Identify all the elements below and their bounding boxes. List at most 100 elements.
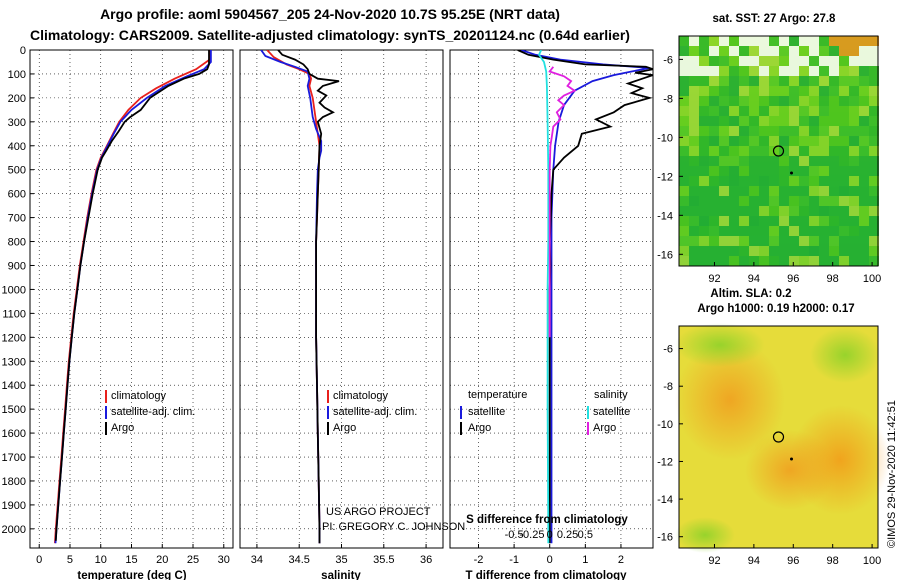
x-tick-label: 34.5: [288, 554, 309, 566]
sst-pixel: [789, 126, 799, 136]
sst-pixel: [869, 96, 879, 106]
sst-pixel: [769, 186, 779, 196]
map-x-tick-label: 94: [748, 555, 760, 567]
sst-pixel: [719, 196, 729, 206]
sst-pixel: [749, 46, 759, 56]
sst-pixel: [789, 46, 799, 56]
depth-tick-label: 200: [8, 93, 26, 105]
s-tick-label: -0.5: [505, 529, 524, 541]
sst-pixel: [789, 156, 799, 166]
sst-map-axes: 92 94 96 98 100 -6 -8 -10 -12 -14 -16: [657, 54, 881, 285]
sst-pixel: [779, 256, 789, 266]
sst-pixel: [759, 256, 769, 266]
sst-pixel: [779, 206, 789, 216]
sst-pixel: [859, 216, 869, 226]
sst-pixel: [819, 56, 829, 66]
x-tick-label: 34: [251, 554, 263, 566]
sst-pixel: [809, 106, 819, 116]
x-tick-label: 2: [618, 554, 624, 566]
sst-pixel: [719, 246, 729, 256]
sst-pixel: [689, 196, 699, 206]
sst-pixel: [799, 126, 809, 136]
sst-pixel: [749, 156, 759, 166]
sst-pixel: [739, 246, 749, 256]
sst-pixel: [869, 86, 879, 96]
sst-pixel: [679, 116, 689, 126]
sst-pixel: [869, 216, 879, 226]
sst-pixel: [779, 186, 789, 196]
figure-title-line1: Argo profile: aoml 5904567_205 24-Nov-20…: [100, 6, 560, 22]
sst-pixel: [699, 196, 709, 206]
sst-pixel: [739, 46, 749, 56]
sst-pixel: [869, 66, 879, 76]
sst-pixel: [729, 206, 739, 216]
sst-pixel: [709, 56, 719, 66]
sst-pixel: [759, 126, 769, 136]
sst-pixel: [809, 146, 819, 156]
sst-pixel: [749, 36, 759, 46]
sst-pixel: [769, 156, 779, 166]
sst-pixel: [869, 256, 879, 266]
depth-tick-label: 500: [8, 165, 26, 177]
map-x-tick-label: 98: [827, 555, 839, 567]
sst-pixel: [709, 136, 719, 146]
sst-pixel: [809, 56, 819, 66]
sst-pixel: [809, 246, 819, 256]
sst-pixel: [789, 116, 799, 126]
map-y-tick-label: -14: [657, 494, 673, 506]
sst-map: 92 94 96 98 100 -6 -8 -10 -12 -14 -16: [657, 35, 881, 285]
sst-pixel: [699, 256, 709, 266]
sst-pixel: [729, 256, 739, 266]
sst-pixel: [869, 36, 879, 46]
sst-pixel: [849, 116, 859, 126]
sst-pixel: [829, 146, 839, 156]
sst-pixel: [859, 36, 869, 46]
sst-pixel: [739, 196, 749, 206]
depth-axis: 0 100 200 300 400 500 600 700 800 900 1000 1100 1200…: [2, 45, 34, 536]
temperature-plot: 0 5 10 15 20 25 30: [30, 49, 233, 566]
sst-pixel: [719, 126, 729, 136]
depth-tick-label: 1000: [2, 284, 26, 296]
sla-blob: [675, 517, 735, 553]
sst-pixel: [719, 66, 729, 76]
sst-pixel: [799, 166, 809, 176]
sst-pixel: [709, 66, 719, 76]
x-tick-label: 0: [547, 554, 553, 566]
sst-pixel: [729, 46, 739, 56]
x-tick-label: -1: [509, 554, 519, 566]
sst-pixel: [749, 56, 759, 66]
sst-pixel: [829, 166, 839, 176]
sst-pixel: [749, 196, 759, 206]
sst-pixel: [749, 236, 759, 246]
sst-pixel: [859, 136, 869, 146]
sst-pixel: [689, 146, 699, 156]
sst-pixel: [759, 226, 769, 236]
sst-pixel: [849, 106, 859, 116]
sst-pixel: [769, 226, 779, 236]
sst-pixel: [719, 176, 729, 186]
sst-pixel: [859, 256, 869, 266]
sst-pixel: [819, 176, 829, 186]
sst-pixel: [809, 46, 819, 56]
legend-swatch-argo: [105, 422, 107, 435]
sst-pixel: [849, 186, 859, 196]
sst-pixel: [779, 236, 789, 246]
sst-pixel: [679, 166, 689, 176]
sst-pixel: [869, 56, 879, 66]
sst-pixel: [689, 216, 699, 226]
sst-pixel: [749, 166, 759, 176]
sst-pixel: [859, 66, 869, 76]
sst-pixel: [829, 216, 839, 226]
sst-map-frame: [678, 35, 879, 267]
sst-pixel: [689, 166, 699, 176]
legend-label-s-satellite: satellite: [593, 406, 630, 418]
sst-pixel: [689, 176, 699, 186]
x-tick-label: 5: [67, 554, 73, 566]
sst-pixel: [779, 166, 789, 176]
sst-pixel: [799, 66, 809, 76]
sst-pixel: [859, 146, 869, 156]
sst-pixel: [709, 256, 719, 266]
legend-swatch-climatology: [327, 390, 329, 403]
salinity-plot: 34 34.5 35 35.5 36: [240, 49, 443, 566]
sst-pixel: [819, 196, 829, 206]
